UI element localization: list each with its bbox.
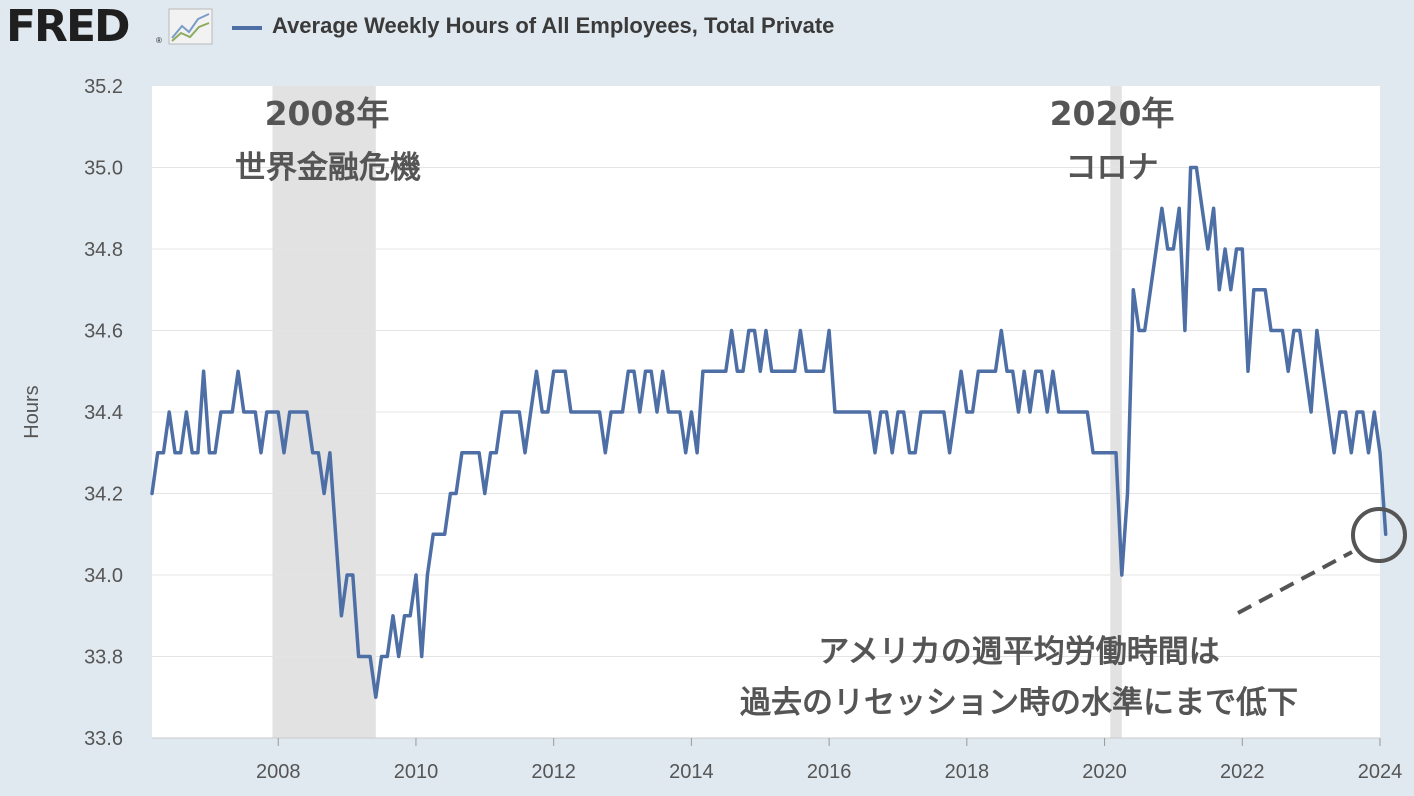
y-tick-label: 34.4 — [84, 402, 123, 424]
y-tick-label: 33.6 — [84, 728, 123, 750]
recession-2020-name: コロナ — [1066, 150, 1159, 186]
registered-mark: ® — [156, 36, 162, 45]
recession-2020-year: 2020年 — [1050, 94, 1175, 133]
x-tick-label: 2016 — [807, 761, 852, 783]
annotation-note-line2: 過去のリセッション時の水準にまで低下 — [740, 685, 1298, 721]
x-tick-label: 2008 — [256, 761, 301, 783]
fred-logo[interactable]: FRED — [6, 1, 131, 52]
line-chart-icon — [168, 8, 213, 45]
legend-swatch — [232, 26, 262, 30]
y-tick-label: 34.0 — [84, 565, 123, 587]
chart-header: FRED ® Average Weekly Hours of All Emplo… — [0, 0, 1414, 56]
series-line — [150, 165, 1388, 699]
x-tick-label: 2012 — [531, 761, 576, 783]
x-tick-label: 2010 — [394, 761, 439, 783]
x-tick-label: 2014 — [669, 761, 714, 783]
y-tick-label: 34.6 — [84, 321, 123, 343]
annotation-highlight-circle — [1351, 507, 1407, 563]
x-tick-label: 2024 — [1358, 761, 1403, 783]
recession-2008-name: 世界金融危機 — [235, 150, 421, 186]
y-axis-label: Hours — [21, 385, 43, 438]
y-tick-label: 35.2 — [84, 76, 123, 98]
y-tick-label: 35.0 — [84, 158, 123, 180]
y-tick-label: 34.8 — [84, 239, 123, 261]
x-tick-label: 2020 — [1082, 761, 1127, 783]
legend-label: Average Weekly Hours of All Employees, T… — [272, 13, 835, 38]
annotation-note-line1: アメリカの週平均労働時間は — [818, 634, 1219, 670]
x-tick-label: 2018 — [945, 761, 990, 783]
x-tick-label: 2022 — [1220, 761, 1265, 783]
recession-2008-year: 2008年 — [265, 94, 390, 133]
annotation-pointer-line — [1237, 550, 1353, 615]
y-tick-label: 34.2 — [84, 484, 123, 506]
y-tick-label: 33.8 — [84, 647, 123, 669]
